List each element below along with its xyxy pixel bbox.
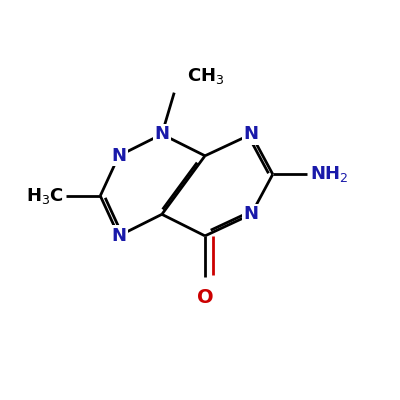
- Text: N: N: [244, 125, 259, 143]
- Text: O: O: [197, 288, 213, 307]
- Text: NH$_2$: NH$_2$: [310, 164, 348, 184]
- Text: N: N: [154, 125, 169, 143]
- Text: CH$_3$: CH$_3$: [186, 66, 224, 86]
- Text: N: N: [244, 205, 259, 223]
- Text: N: N: [111, 147, 126, 165]
- Text: N: N: [111, 227, 126, 245]
- Text: H$_3$C: H$_3$C: [26, 186, 63, 206]
